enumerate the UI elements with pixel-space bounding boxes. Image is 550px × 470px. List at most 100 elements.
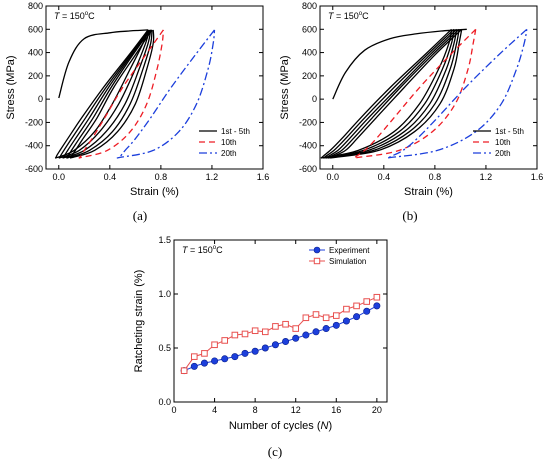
- panel-a: 0.0 0.4 0.8 1.2 1.6 -600 -400 -200 0 200 400 600 800…: [5, 1, 269, 198]
- series-line-cycle-4: [327, 28, 460, 159]
- x-tick-label: 0.0: [327, 172, 340, 182]
- y-tick-label: 600: [28, 24, 43, 34]
- series-line-1st-5th: [58, 29, 149, 99]
- y-tick-label: -200: [299, 117, 317, 127]
- temperature-annotation: T = 150oC: [328, 11, 369, 21]
- temperature-annotation: T = 150oC: [182, 245, 223, 255]
- y-axis-label: Ratcheting strain (%): [133, 270, 145, 373]
- experiment-point: [312, 328, 320, 336]
- series-line-cycle-5: [69, 29, 155, 159]
- y-axis-label: Stress (MPa): [5, 55, 17, 119]
- panel-c: 0 4 8 12 16 20 0.0 0.5 1.0 1.5 Number of cycles (N…: [133, 235, 388, 432]
- x-tick-label: 1.2: [480, 172, 493, 182]
- x-axis-label: Strain (%): [404, 186, 453, 198]
- experiment-point: [363, 307, 371, 315]
- series-line-10th: [78, 29, 165, 159]
- x-axis-label: Number of cycles (N): [229, 420, 332, 432]
- simulation-point: [272, 323, 279, 330]
- x-tick-label: 1.2: [206, 172, 219, 182]
- plot-frame: [173, 239, 388, 403]
- curves: [320, 28, 528, 159]
- y-tick-label: 1.0: [158, 289, 171, 299]
- x-tick-label: 0.4: [104, 172, 117, 182]
- x-tick-label: 0.4: [378, 172, 391, 182]
- curves: [54, 29, 216, 159]
- simulation-point: [373, 293, 381, 301]
- series-line-cycle-5: [329, 28, 463, 159]
- legend-label: Experiment: [329, 246, 370, 255]
- simulation-point: [302, 314, 310, 322]
- y-tick-label: -600: [299, 164, 317, 174]
- experiment-point: [221, 355, 229, 363]
- x-tick-label: 4: [212, 405, 217, 415]
- x-tick-label: 20: [372, 405, 382, 415]
- experiment-point: [373, 302, 381, 310]
- simulation-point: [190, 353, 198, 360]
- experiment-point: [271, 341, 279, 349]
- simulation-point: [211, 341, 218, 349]
- simulation-point: [221, 337, 229, 344]
- simulation-point: [261, 328, 269, 336]
- panel-b: 0.0 0.4 0.8 1.2 1.6 -600 -400 -200 0 200 400 600 800…: [279, 1, 543, 198]
- panel-label-a: (a): [133, 208, 147, 223]
- temperature-annotation: T = 150oC: [54, 11, 95, 21]
- series-line-1st-5th: [332, 28, 467, 100]
- experiment-point: [332, 321, 340, 329]
- experiment-point: [342, 317, 350, 325]
- x-tick-label: 1.6: [531, 172, 544, 182]
- experiment-point: [251, 347, 259, 355]
- plot-frame: [45, 5, 264, 170]
- experiment-point: [200, 359, 208, 367]
- series-line-20th: [116, 29, 216, 159]
- x-axis-label: Strain (%): [130, 186, 179, 198]
- series-line-cycle-3: [62, 29, 152, 159]
- experiment-point: [261, 344, 269, 352]
- series-line-10th: [353, 28, 477, 159]
- x-tick-label: 8: [253, 405, 258, 415]
- series-line-cycle-4: [66, 29, 153, 159]
- series-line-cycle-1: [54, 29, 149, 159]
- panel-label-c: (c): [268, 444, 282, 459]
- simulation-point: [282, 320, 289, 328]
- x-tick-label: 1.6: [257, 172, 270, 182]
- y-tick-label: 0: [312, 94, 317, 104]
- y-tick-label: 0.0: [158, 397, 171, 407]
- simulation-point: [363, 298, 371, 305]
- x-tick-label: 0: [171, 405, 176, 415]
- experiment-point: [190, 362, 198, 370]
- y-tick-label: 800: [302, 1, 317, 11]
- plot-frame: [319, 5, 538, 170]
- x-tick-label: 16: [331, 405, 341, 415]
- panel-label-b: (b): [402, 208, 417, 223]
- y-tick-label: -200: [25, 117, 43, 127]
- experiment-point: [322, 325, 330, 333]
- y-tick-label: 1.5: [158, 235, 171, 245]
- experiment-point: [211, 357, 219, 365]
- x-tick-label: 0.0: [53, 172, 66, 182]
- simulation-point: [322, 314, 330, 322]
- experiment-point: [231, 353, 239, 361]
- legend-label: 10th: [495, 138, 511, 147]
- experiment-point: [241, 349, 249, 357]
- legend-label: 10th: [221, 138, 237, 147]
- simulation-point: [312, 311, 320, 318]
- y-tick-label: -600: [25, 164, 43, 174]
- legend-label: 1st - 5th: [221, 127, 250, 136]
- simulation-point: [353, 302, 360, 310]
- experiment-point: [282, 338, 290, 346]
- simulation-point: [241, 330, 249, 338]
- y-tick-label: 200: [302, 71, 317, 81]
- simulation-point: [231, 331, 239, 339]
- simulation-point: [292, 325, 300, 332]
- series-line-cycle-1: [320, 28, 453, 159]
- experiment-point: [302, 331, 310, 339]
- x-tick-label: 0.8: [155, 172, 168, 182]
- legend-label: 1st - 5th: [495, 127, 524, 136]
- series-line-cycle-3: [325, 28, 458, 159]
- y-tick-label: 200: [28, 71, 43, 81]
- y-tick-label: 0.5: [158, 343, 171, 353]
- y-tick-label: 400: [302, 48, 317, 58]
- legend-marker: [313, 246, 321, 254]
- y-tick-label: -400: [299, 141, 317, 151]
- experiment-point: [292, 334, 300, 342]
